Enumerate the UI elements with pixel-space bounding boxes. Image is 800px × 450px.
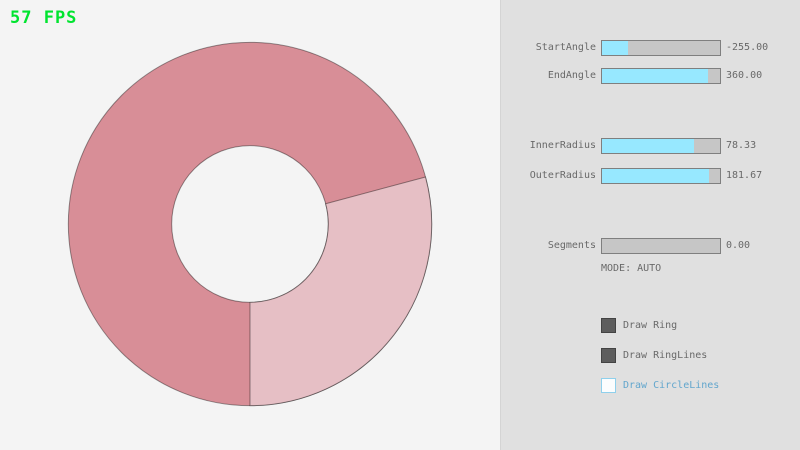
checkbox-row-draw-circlelines: Draw CircleLines [501,378,800,394]
checkbox-draw-circlelines[interactable] [601,378,616,393]
checkbox-label-draw-ring: Draw Ring [623,320,678,331]
slider-label-segments: Segments [547,240,596,251]
slider-label-outer-radius: OuterRadius [529,170,596,181]
slider-value-outer-radius: 181.67 [726,170,763,181]
slider-value-inner-radius: 78.33 [726,140,757,151]
slider-row-inner-radius: InnerRadius 78.33 [501,138,800,154]
slider-fill [602,41,628,55]
slider-value-end-angle: 360.00 [726,70,763,81]
slider-label-end-angle: EndAngle [547,70,596,81]
slider-segments[interactable] [601,238,721,254]
slider-fill [602,69,709,83]
slider-row-end-angle: EndAngle 360.00 [501,68,800,84]
checkbox-draw-ring[interactable] [601,318,616,333]
slider-value-segments: 0.00 [726,240,751,251]
checkbox-row-draw-ring: Draw Ring [501,318,800,334]
slider-start-angle[interactable] [601,40,721,56]
checkbox-label-draw-circlelines: Draw CircleLines [623,380,720,391]
slider-row-start-angle: StartAngle -255.00 [501,40,800,56]
slider-label-start-angle: StartAngle [535,42,596,53]
ring-canvas [67,41,433,407]
checkbox-label-draw-ringlines: Draw RingLines [623,350,708,361]
slider-row-outer-radius: OuterRadius 181.67 [501,168,800,184]
mode-label: MODE: AUTO [601,263,662,274]
ring-light-wedge [249,176,433,407]
slider-inner-radius[interactable] [601,138,721,154]
slider-end-angle[interactable] [601,68,721,84]
checkbox-draw-ringlines[interactable] [601,348,616,363]
slider-fill [602,169,710,183]
slider-fill [602,139,695,153]
checkbox-row-draw-ringlines: Draw RingLines [501,348,800,364]
slider-row-segments: Segments 0.00 [501,238,800,254]
control-panel: StartAngle -255.00 EndAngle 360.00 Inner… [500,0,800,450]
slider-label-inner-radius: InnerRadius [529,140,596,151]
slider-outer-radius[interactable] [601,168,721,184]
fps-counter: 57 FPS [10,8,78,28]
slider-value-start-angle: -255.00 [726,42,769,53]
